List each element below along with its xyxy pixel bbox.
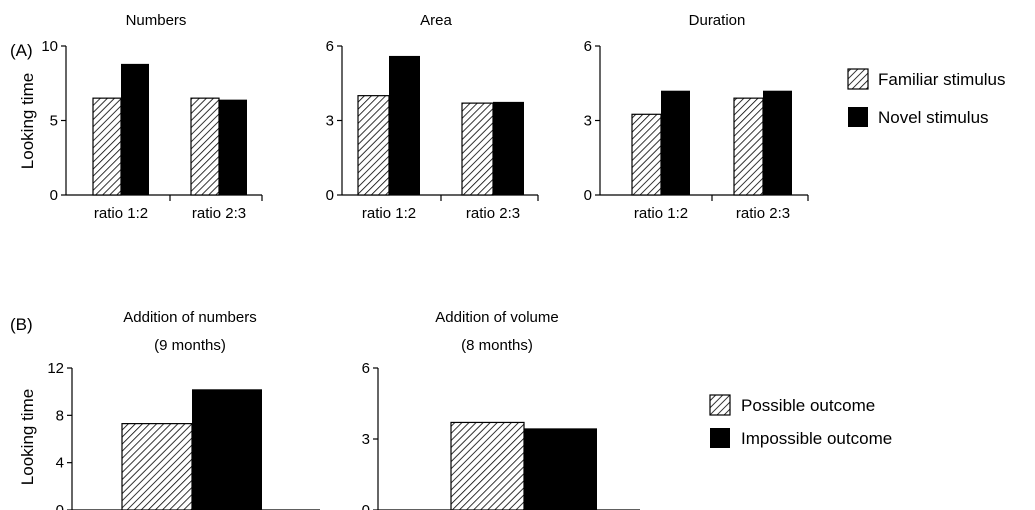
x-category-label: ratio 1:2 [94,205,148,222]
chart-title: Addition of volume [435,309,558,326]
y-tick-label: 5 [50,113,58,130]
chart-title: Area [420,12,452,29]
y-tick-label: 3 [584,113,592,130]
y-tick-label: 6 [326,38,334,55]
y-tick-label: 8 [56,407,64,424]
y-tick-label: 3 [326,113,334,130]
y-tick-label: 6 [584,38,592,55]
panel-label-a: (A) [10,41,33,60]
bar-solid [763,90,792,195]
bar-hatched [631,113,662,196]
chart-1: Area 0 3 6 ratio 1:2 ratio 2:3 [326,12,539,222]
x-category-label: ratio 2:3 [736,205,790,222]
legend-a-familiar-label: Familiar stimulus [878,70,1006,89]
y-axis-label: Looking time [18,389,37,485]
legend-b-possible-label: Possible outcome [741,396,875,415]
y-tick-label: 0 [584,187,592,204]
bar-hatched [733,97,764,196]
chart-subtitle: (8 months) [461,337,533,354]
y-axis-label: Looking time [18,73,37,169]
bar-solid [389,55,420,195]
chart-0: Numbers Looking time 0 5 10 ratio 1:2 ratio 2:… [18,12,263,222]
bar-hatched [450,421,525,510]
legend-a: Familiar stimulus Novel stimulus [847,68,1006,127]
charts-layer: Numbers Looking time 0 5 10 ratio 1:2 ratio 2:… [18,12,809,510]
y-tick-label: 3 [362,431,370,448]
bar-solid [493,101,524,195]
x-category-label: ratio 1:2 [634,205,688,222]
bar-hatched [92,97,122,196]
bar-solid [192,389,262,510]
chart-title: Numbers [126,12,187,29]
y-tick-label: 10 [41,38,58,55]
x-category-label: ratio 1:2 [362,205,416,222]
legend-b-impossible-label: Impossible outcome [741,429,892,448]
bar-solid [219,99,247,195]
chart-title: Addition of numbers [123,309,256,326]
bar-hatched [121,423,193,510]
legend-b-swatch-hatched [709,394,731,416]
x-category-label: ratio 2:3 [192,205,246,222]
legend-b: Possible outcome Impossible outcome [709,394,892,448]
y-tick-label: 12 [47,360,64,377]
legend-b-swatch-solid [710,428,730,448]
chart-subtitle: (9 months) [154,337,226,354]
bar-solid [121,63,149,195]
chart-4: Addition of volume (8 months) 0 3 6 [362,309,640,510]
chart-2: Duration 0 3 6 ratio 1:2 ratio 2:3 [584,12,809,222]
y-tick-label: 0 [56,502,64,510]
y-tick-label: 4 [56,455,64,472]
panel-label-b: (B) [10,315,33,334]
y-tick-label: 0 [50,187,58,204]
legend-a-novel-label: Novel stimulus [878,108,989,127]
legend-a-swatch-solid [848,107,868,127]
legend-a-swatch-hatched [847,68,869,90]
y-tick-label: 6 [362,360,370,377]
y-tick-label: 0 [362,502,370,510]
y-tick-label: 0 [326,187,334,204]
chart-3: Addition of numbers (9 months) Looking tim… [18,309,320,510]
bar-hatched [190,97,220,196]
chart-title: Duration [689,12,746,29]
bar-hatched [461,102,494,196]
x-category-label: ratio 2:3 [466,205,520,222]
bar-solid [661,90,690,195]
bar-solid [524,428,597,510]
bar-hatched [357,95,390,196]
